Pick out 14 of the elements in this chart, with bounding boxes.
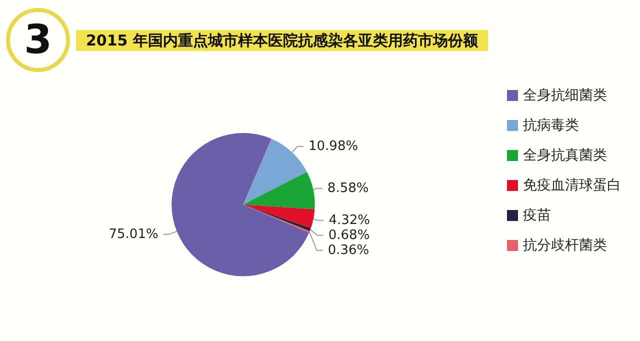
legend-label: 抗病毒类 <box>523 118 579 134</box>
data-label: 75.01% <box>108 226 158 242</box>
legend-label: 全身抗真菌类 <box>523 148 607 164</box>
data-label: 0.36% <box>328 242 370 258</box>
circle-badge: 3 <box>6 8 70 72</box>
legend-label: 抗分歧杆菌类 <box>523 238 607 254</box>
legend-label: 疫苗 <box>523 208 551 224</box>
legend-label: 免疫血清球蛋白 <box>523 178 621 194</box>
data-label: 4.32% <box>328 212 370 228</box>
chart-title: 2015 年国内重点城市样本医院抗感染各亚类用药市场份额 <box>86 32 479 50</box>
data-label: 10.98% <box>308 138 358 154</box>
data-label: 0.68% <box>328 228 370 243</box>
data-label: 8.58% <box>327 180 369 196</box>
legend-label: 全身抗细菌类 <box>523 88 607 104</box>
